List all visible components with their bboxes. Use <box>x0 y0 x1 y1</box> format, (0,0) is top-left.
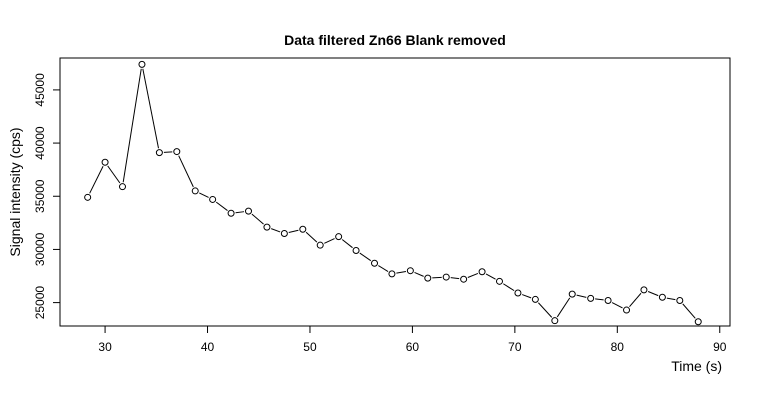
x-tick-label: 70 <box>508 340 522 354</box>
data-point <box>299 225 307 233</box>
data-point <box>495 277 503 285</box>
series-line-segment <box>450 277 460 280</box>
data-point <box>442 273 450 281</box>
data-point <box>138 60 146 68</box>
series-line-segment <box>142 68 159 149</box>
data-point <box>587 294 595 302</box>
data-point <box>263 223 271 231</box>
plot-frame <box>59 57 731 327</box>
data-point <box>623 306 631 314</box>
series-line-segment <box>341 239 353 249</box>
data-point <box>424 274 432 282</box>
data-point <box>227 209 235 217</box>
data-point <box>604 296 612 304</box>
y-tick-label: 30000 <box>33 232 47 266</box>
series-line-segment <box>556 297 571 318</box>
data-point <box>316 241 324 249</box>
data-point <box>694 318 702 326</box>
data-point <box>84 193 92 201</box>
x-tick-label: 50 <box>303 340 317 354</box>
y-axis: 25000 30000 35000 40000 45000 <box>33 73 60 319</box>
series-line-segment <box>503 283 515 292</box>
x-tick-label: 80 <box>611 340 625 354</box>
series-line-segment <box>305 231 318 243</box>
series-line-segment <box>107 165 121 184</box>
series-line-segment <box>647 291 659 297</box>
series-line-segment <box>629 292 642 307</box>
data-point <box>658 293 666 301</box>
data-point <box>335 233 343 241</box>
series-line-segment <box>178 155 194 188</box>
data-point <box>640 286 648 294</box>
series-line-segment <box>359 252 372 262</box>
data-point <box>173 148 181 156</box>
series-line-segment <box>163 151 173 153</box>
x-tick-label: 90 <box>713 340 727 354</box>
series-line-segment <box>122 68 142 183</box>
data-point <box>406 267 414 275</box>
data-point <box>551 317 559 325</box>
data-point <box>352 246 360 254</box>
series-line-segment <box>324 238 335 244</box>
data-point <box>191 187 199 195</box>
data-point <box>280 229 288 237</box>
y-tick-label: 45000 <box>33 73 47 107</box>
series-line-segment <box>378 265 389 272</box>
series-line-segment <box>666 297 676 301</box>
series-line-segment <box>396 270 407 274</box>
chart-title: Data filtered Zn66 Blank removed <box>284 32 506 48</box>
data-point <box>245 207 253 215</box>
series-layer <box>84 60 702 326</box>
data-point <box>155 149 163 157</box>
series-line-segment <box>89 166 104 194</box>
series-line-segment <box>521 294 532 299</box>
data-point <box>478 268 486 276</box>
series-line-segment <box>595 298 604 301</box>
series-line-segment <box>288 229 299 233</box>
data-point <box>209 195 217 203</box>
data-point <box>514 289 522 297</box>
series-line-segment <box>682 303 696 319</box>
data-point <box>388 270 396 278</box>
x-tick-label: 30 <box>98 340 112 354</box>
data-point <box>531 295 539 303</box>
data-point <box>101 158 109 166</box>
series-line-segment <box>485 273 496 280</box>
y-tick-label: 40000 <box>33 126 47 160</box>
x-axis: 30 40 50 60 70 80 90 <box>98 326 727 354</box>
series-line-segment <box>432 276 442 279</box>
series-line-segment <box>576 294 587 298</box>
series-line-segment <box>270 228 281 233</box>
x-axis-label: Time (s) <box>671 358 722 374</box>
data-point <box>568 290 576 298</box>
x-tick-label: 60 <box>406 340 420 354</box>
y-tick-label: 25000 <box>33 286 47 320</box>
x-tick-label: 40 <box>201 340 215 354</box>
series-line-segment <box>538 302 553 318</box>
series-line-segment <box>251 213 264 225</box>
data-point <box>371 259 379 267</box>
series-line-segment <box>414 272 424 277</box>
data-point <box>118 183 126 191</box>
data-point <box>676 296 684 304</box>
y-tick-label: 35000 <box>33 179 47 213</box>
y-axis-label: Signal intensity (cps) <box>7 127 23 256</box>
series-line-segment <box>215 201 228 211</box>
series-line-segment <box>235 211 245 214</box>
series-line-segment <box>199 192 209 198</box>
series-line-segment <box>467 272 479 278</box>
data-point <box>460 275 468 283</box>
series-line-segment <box>611 302 623 309</box>
